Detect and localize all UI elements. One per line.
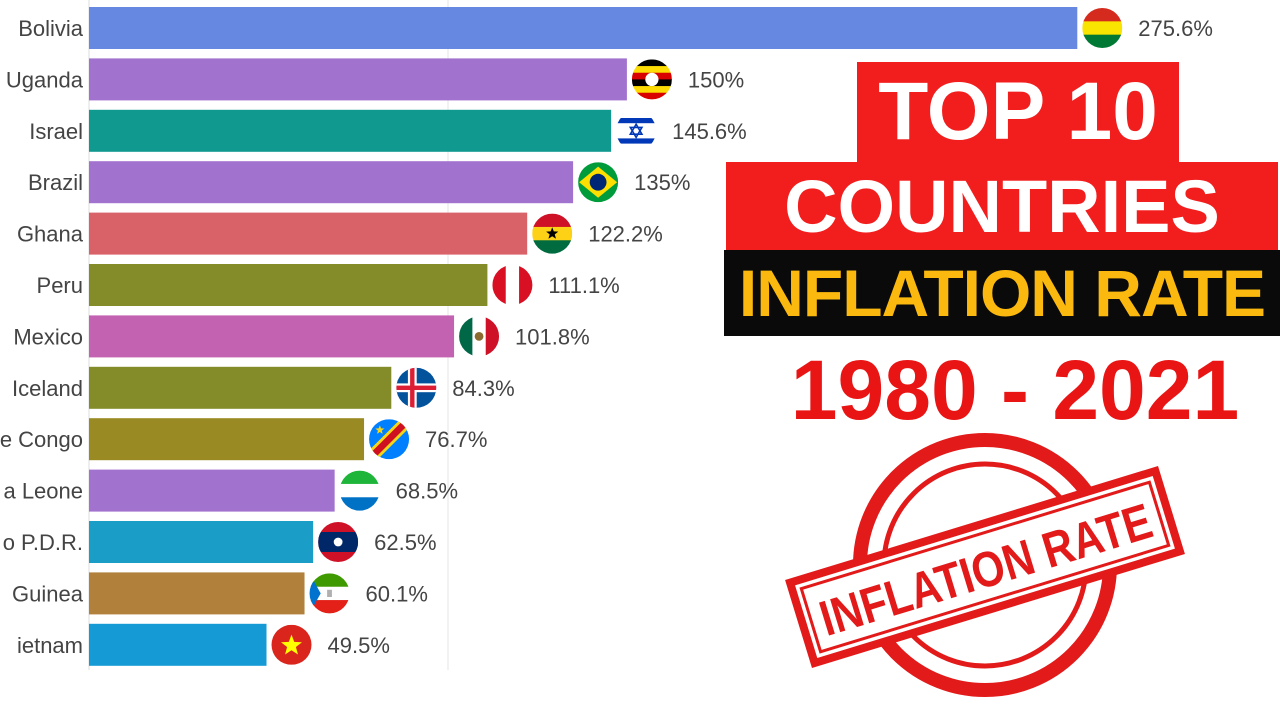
bar-row: Uganda 150% <box>6 58 744 101</box>
category-label: a Leone <box>3 479 83 504</box>
bar-row: Bolivia 275.6% <box>18 7 1213 49</box>
vietnam-flag-icon <box>271 624 312 665</box>
category-label: Peru <box>37 273 83 298</box>
bar-row: Guinea 60.1% <box>12 572 428 615</box>
value-label: 76.7% <box>425 427 487 452</box>
value-label: 84.3% <box>452 376 514 401</box>
bar <box>89 366 392 409</box>
value-label: 135% <box>634 170 690 195</box>
bar <box>89 58 627 101</box>
bar <box>89 521 314 563</box>
bar <box>89 109 612 152</box>
category-label: Iceland <box>12 376 83 401</box>
bar-row: a Leone 68.5% <box>3 469 458 512</box>
mexico-flag-icon <box>459 316 500 357</box>
value-label: 49.5% <box>328 633 390 658</box>
bar <box>89 161 574 204</box>
category-label: Brazil <box>28 170 83 195</box>
iceland-flag-icon <box>396 367 437 408</box>
bar-row: Israel 145.6% <box>29 109 747 152</box>
bar-row: Peru 111.1% <box>37 264 620 306</box>
bar-row: Ghana 122.2% <box>17 212 663 255</box>
laos-flag-icon <box>318 522 359 562</box>
category-label: Ghana <box>17 222 84 247</box>
ghana-flag-icon <box>532 213 573 254</box>
value-label: 68.5% <box>396 479 458 504</box>
sierra-leone-flag-icon <box>339 470 380 511</box>
value-label: 122.2% <box>588 222 663 247</box>
value-label: 62.5% <box>374 530 436 555</box>
bar <box>89 469 335 512</box>
value-label: 101.8% <box>515 324 590 349</box>
uganda-flag-icon <box>631 59 672 100</box>
value-label: 275.6% <box>1138 16 1213 41</box>
bar-row: Mexico 101.8% <box>13 315 590 358</box>
category-label: o P.D.R. <box>3 530 83 555</box>
category-label: Israel <box>29 119 83 144</box>
bar-row: Iceland 84.3% <box>12 366 515 409</box>
bar-row: o P.D.R. 62.5% <box>3 521 437 563</box>
bar <box>89 418 365 461</box>
bar-row: ietnam 49.5% <box>17 623 390 666</box>
value-label: 150% <box>688 67 744 92</box>
dr-congo-flag-icon <box>369 419 410 460</box>
category-label: e Congo <box>0 427 83 452</box>
equatorial-guinea-flag-icon <box>309 573 350 614</box>
category-label: ietnam <box>17 633 83 658</box>
value-label: 111.1% <box>548 273 619 298</box>
bar <box>89 623 267 666</box>
value-label: 60.1% <box>366 581 428 606</box>
peru-flag-icon <box>492 265 533 305</box>
category-label: Uganda <box>6 67 84 92</box>
brazil-flag-icon <box>578 162 619 203</box>
bar-row: Brazil 135% <box>28 161 690 204</box>
bolivia-flag-icon <box>1082 8 1123 48</box>
bar <box>89 264 488 306</box>
value-label: 145.6% <box>672 119 747 144</box>
bar-row: e Congo 76.7% <box>0 418 487 461</box>
israel-flag-icon <box>616 110 657 151</box>
bar <box>89 315 455 358</box>
category-label: Mexico <box>13 324 83 349</box>
bar <box>89 572 305 615</box>
bar <box>89 7 1078 49</box>
category-label: Bolivia <box>18 16 84 41</box>
bar <box>89 212 528 255</box>
category-label: Guinea <box>12 581 84 606</box>
